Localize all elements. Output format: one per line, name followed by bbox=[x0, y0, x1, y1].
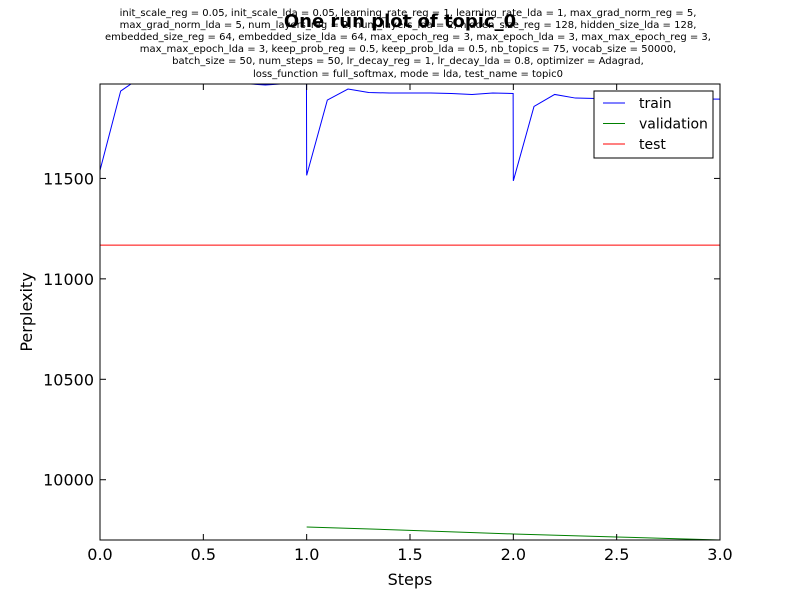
parameter-line-4: max_max_epoch_lda = 3, keep_prob_reg = 0… bbox=[140, 44, 676, 55]
x-tick-label: 2.0 bbox=[501, 545, 526, 564]
x-tick-label: 0.0 bbox=[87, 545, 112, 564]
parameter-line-3: embedded_size_reg = 64, embedded_size_ld… bbox=[105, 32, 711, 43]
parameter-line-1: init_scale_reg = 0.05, init_scale_lda = … bbox=[120, 8, 697, 19]
y-axis-label: Perplexity bbox=[17, 272, 36, 351]
x-tick-label: 1.5 bbox=[397, 545, 422, 564]
x-axis-label: Steps bbox=[388, 570, 433, 589]
x-tick-label: 1.0 bbox=[294, 545, 319, 564]
parameter-subtitle: init_scale_reg = 0.05, init_scale_lda = … bbox=[105, 8, 711, 80]
legend: train validation test bbox=[593, 90, 714, 159]
series-line-validation bbox=[306, 526, 720, 540]
y-tick-label: 11000 bbox=[43, 270, 94, 289]
x-tick-label: 0.5 bbox=[191, 545, 216, 564]
legend-box bbox=[593, 90, 714, 159]
x-tick-label: 3.0 bbox=[707, 545, 732, 564]
parameter-line-6: loss_function = full_softmax, mode = lda… bbox=[253, 69, 563, 80]
parameter-line-2: max_grad_norm_lda = 5, num_layers_reg = … bbox=[120, 20, 697, 31]
parameter-line-5: batch_size = 50, num_steps = 50, lr_deca… bbox=[172, 56, 644, 67]
y-tick-label: 11500 bbox=[43, 169, 94, 188]
legend-label-test: test bbox=[639, 137, 666, 153]
y-tick-label: 10500 bbox=[43, 370, 94, 389]
legend-label-train: train bbox=[639, 96, 672, 112]
x-tick-label: 2.5 bbox=[604, 545, 629, 564]
series-line-train bbox=[100, 84, 720, 181]
chart-title: One run plot of topic_0 bbox=[284, 11, 516, 32]
y-tick-label: 10000 bbox=[43, 471, 94, 490]
legend-label-validation: validation bbox=[639, 117, 708, 133]
